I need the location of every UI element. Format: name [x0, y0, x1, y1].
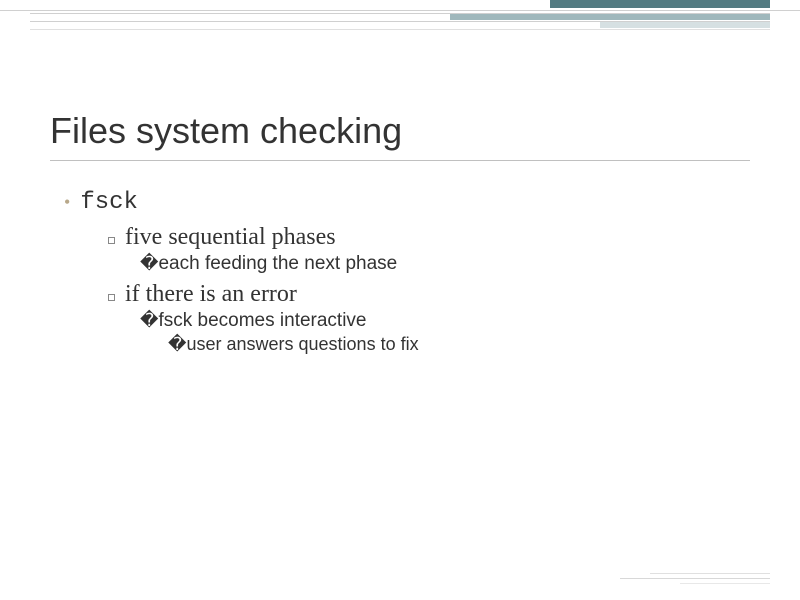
bullet-text: five sequential phases [125, 224, 336, 251]
deco-rule [620, 578, 770, 579]
footer-decoration [620, 568, 770, 588]
deco-rule [0, 10, 800, 11]
bullet-missing-glyph-icon: � [168, 334, 186, 356]
deco-bar-dark [550, 0, 770, 8]
slide-title: Files system checking [50, 110, 750, 161]
bullet-level-3: � fsck becomes interactive � user answer… [140, 310, 750, 356]
bullet-text: fsck [80, 189, 138, 216]
list-item: � user answers questions to fix [168, 334, 750, 356]
bullet-text: if there is an error [125, 281, 297, 308]
list-item: five sequential phases [108, 224, 750, 251]
list-item: • fsck [64, 189, 750, 216]
bullet-level-3: � each feeding the next phase [140, 253, 750, 275]
list-item: � each feeding the next phase [140, 253, 750, 275]
bullet-level-4: � user answers questions to fix [168, 334, 750, 356]
bullet-missing-glyph-icon: � [140, 253, 158, 275]
header-decoration [0, 0, 800, 45]
bullet-missing-glyph-icon: � [140, 310, 158, 332]
list-item: if there is an error [108, 281, 750, 308]
bullet-text: fsck becomes interactive [158, 310, 366, 332]
bullet-dot-icon: • [64, 193, 70, 211]
bullet-square-icon [108, 237, 115, 244]
bullet-level-2: five sequential phases � each feeding th… [108, 224, 750, 356]
deco-rule [650, 573, 770, 574]
bullet-text: each feeding the next phase [158, 253, 397, 275]
bullet-square-icon [108, 294, 115, 301]
bullet-text: user answers questions to fix [186, 334, 418, 355]
deco-rule [30, 29, 770, 30]
deco-bar-light [600, 22, 770, 28]
slide-content: Files system checking • fsck five sequen… [50, 110, 750, 366]
bullet-level-1: • fsck five sequential phases � each fee… [64, 189, 750, 356]
deco-rule [680, 583, 770, 584]
deco-bar-mid [450, 14, 770, 20]
list-item: � fsck becomes interactive [140, 310, 750, 332]
